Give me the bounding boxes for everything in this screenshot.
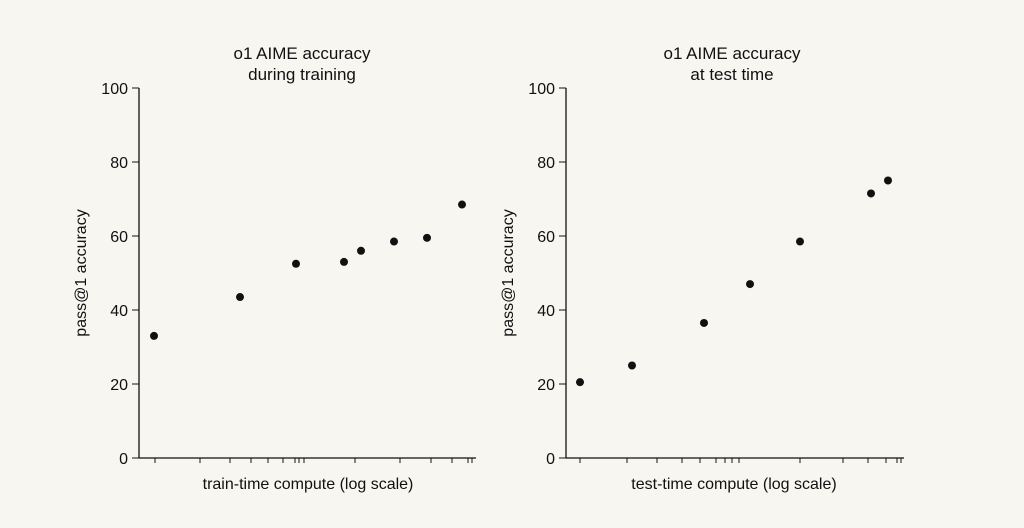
y-tick-label: 100 [528, 81, 555, 98]
y-axis-label: pass@1 accuracy [73, 209, 90, 336]
data-point [796, 237, 804, 246]
y-tick-label: 60 [110, 229, 128, 246]
data-point [236, 293, 244, 302]
y-tick-label: 80 [110, 155, 128, 172]
data-point [150, 331, 158, 340]
data-point [867, 189, 875, 198]
x-axis-label: test-time compute (log scale) [631, 476, 836, 493]
chart-panel-test-time: o1 AIME accuracy at test time test-time … [500, 44, 904, 493]
y-tick-label: 0 [119, 451, 128, 468]
data-point [357, 246, 365, 255]
y-tick-label: 40 [110, 303, 128, 320]
chart-title-line-1: o1 AIME accuracy [233, 44, 371, 63]
chart-title-line-1: o1 AIME accuracy [663, 44, 801, 63]
data-point [390, 237, 398, 246]
y-tick-label: 20 [537, 377, 555, 394]
data-point [628, 361, 636, 370]
x-axis-label: train-time compute (log scale) [203, 476, 414, 493]
data-point [340, 257, 348, 266]
y-tick-label: 0 [546, 451, 555, 468]
y-tick-label: 40 [537, 303, 555, 320]
chart-title-line-2: at test time [690, 65, 773, 84]
y-axis-label: pass@1 accuracy [500, 209, 517, 336]
y-tick-label: 60 [537, 229, 555, 246]
data-point [458, 200, 466, 209]
y-tick-label: 80 [537, 155, 555, 172]
data-point [423, 233, 431, 242]
data-point [292, 259, 300, 268]
chart-panel-training: o1 AIME accuracy during training train-t… [73, 44, 476, 493]
data-point [884, 176, 892, 185]
y-tick-label: 100 [101, 81, 128, 98]
data-point [700, 318, 708, 327]
y-tick-label: 20 [110, 377, 128, 394]
chart-title-line-2: during training [248, 65, 356, 84]
data-point [746, 280, 754, 289]
data-point [576, 378, 584, 387]
